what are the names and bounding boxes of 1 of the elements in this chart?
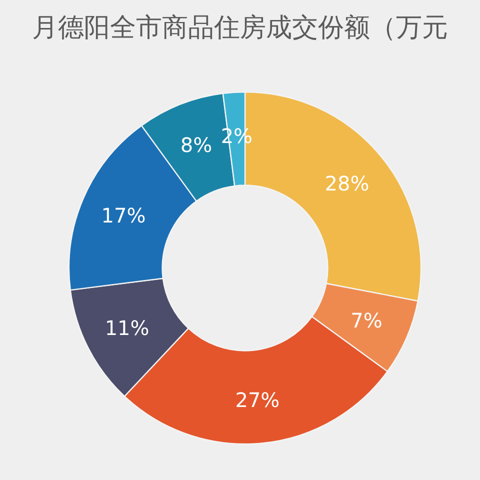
title: 月德阳全市商品住房成交份额（万元	[32, 13, 448, 43]
